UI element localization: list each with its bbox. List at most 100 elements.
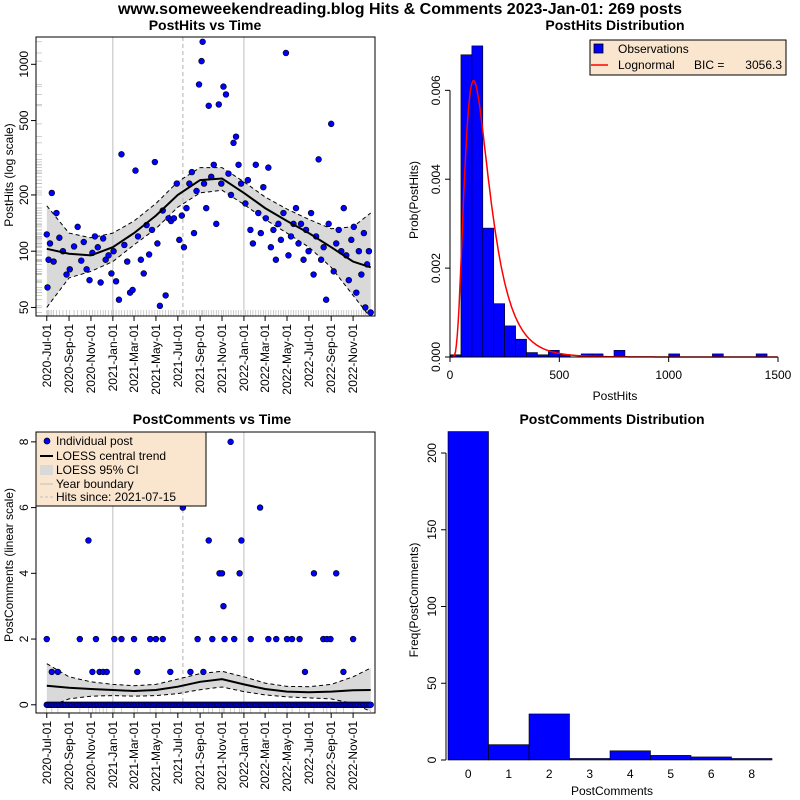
data-point [333, 240, 340, 247]
ci-upper-line [46, 167, 372, 239]
data-point [91, 233, 99, 240]
data-point [310, 570, 318, 577]
data-point [94, 244, 101, 251]
y-tick-label: 4 [17, 570, 31, 577]
x-tick-label: 1000 [655, 368, 682, 382]
ci-band [46, 663, 371, 712]
data-point [265, 164, 272, 171]
x-tick-label: 2022-Sep-01 [324, 721, 338, 791]
x-tick-label: 2022-May-01 [280, 324, 294, 395]
data-point [280, 209, 287, 217]
x-tick-label: 500 [549, 368, 569, 382]
comments-time-ylabel: PostComments (linear scale) [2, 488, 16, 642]
data-point [199, 38, 206, 45]
comments-dist-title: PostComments Distribution [519, 411, 704, 427]
y-tick-label: 0 [425, 756, 439, 763]
data-point [134, 233, 142, 240]
data-point [301, 668, 309, 676]
data-point [242, 200, 249, 207]
x-axis: 2020-Jul-01 2020-Sep-01 2020-Nov-01 2021-Ja… [40, 316, 360, 395]
legend-entry-individual: Individual post [56, 434, 133, 448]
x-tick-label: 2021-Mar-01 [127, 324, 141, 393]
frequency-bar [609, 750, 651, 761]
y-tick-label: 500 [17, 110, 31, 130]
x-tick-label: 4 [627, 767, 634, 781]
data-point [83, 266, 90, 273]
hits-distribution-panel: PostHits Distribution Prob(PostHits) Pos… [407, 17, 792, 403]
data-point [262, 215, 270, 222]
y-rug [36, 41, 42, 313]
hits-time-title: PostHits vs Time [149, 17, 262, 33]
data-point [53, 209, 60, 217]
data-point [365, 247, 373, 255]
data-point [272, 256, 280, 263]
data-point [156, 302, 164, 310]
data-point [86, 276, 93, 284]
x-tick-label: 2021-Sep-01 [193, 721, 207, 791]
data-point [218, 570, 226, 577]
data-point [260, 183, 267, 191]
legend-lognormal-label: Lognormal [618, 58, 675, 72]
data-point [232, 133, 240, 140]
frequency-bars [447, 431, 773, 761]
data-point [76, 635, 84, 643]
data-point [305, 247, 312, 255]
histogram-bar [515, 338, 527, 358]
legend-entry-year: Year boundary [56, 477, 134, 491]
data-point [48, 189, 56, 197]
plot-frame [35, 36, 376, 317]
data-point [327, 120, 335, 128]
data-point [358, 271, 365, 278]
data-point [340, 668, 347, 676]
data-point [220, 602, 227, 610]
hits-dist-xlabel: PostHits [593, 389, 638, 403]
data-point [99, 235, 107, 242]
data-point [307, 209, 315, 217]
x-tick-label: 2022-May-01 [280, 721, 294, 792]
data-point [89, 668, 96, 676]
data-point [66, 266, 73, 273]
histogram-bar [482, 227, 495, 358]
x-tick-label: 2021-Nov-01 [215, 721, 229, 791]
data-point [287, 233, 295, 240]
comments-dist-xlabel: PostComments [571, 784, 653, 798]
hits-time-ylabel: PostHits (log scale) [2, 123, 16, 226]
data-point [333, 570, 340, 577]
y-tick-label: 50 [425, 676, 439, 690]
data-point [249, 240, 257, 247]
data-point [292, 204, 300, 212]
x-tick-label: 2022-Jan-01 [237, 324, 251, 392]
x-tick-label: 2021-Jan-01 [106, 324, 120, 392]
x-tick-label: 2 [546, 767, 553, 781]
histogram-bars [449, 45, 768, 358]
hits-dist-title: PostHits Distribution [545, 17, 684, 33]
data-point [78, 257, 85, 264]
data-point [349, 635, 357, 643]
data-point [134, 668, 141, 676]
x-tick-label: 2021-May-01 [149, 721, 163, 792]
y-tick-label: 200 [425, 443, 439, 463]
data-point [80, 238, 87, 246]
data-point [146, 635, 154, 643]
ci-band [46, 167, 371, 316]
data-point [118, 635, 125, 643]
data-point [297, 220, 305, 228]
data-point [255, 209, 262, 217]
data-point [340, 204, 347, 212]
x-tick-label: 2021-Jul-01 [171, 324, 185, 388]
comments-time-legend: Individual post LOESS central trend LOES… [35, 431, 207, 507]
y-tick-label: 1000 [17, 51, 31, 78]
data-point [70, 243, 78, 250]
frequency-bar [488, 744, 530, 761]
legend-box [589, 39, 787, 76]
data-point [200, 180, 208, 187]
data-point [296, 635, 303, 643]
data-point [85, 537, 92, 544]
y-tick-label: 0 [17, 701, 31, 708]
data-point [273, 635, 280, 643]
y-tick-label: 100 [17, 241, 31, 261]
legend-observations-label: Observations [618, 42, 689, 56]
data-point [325, 220, 332, 228]
data-point [247, 635, 254, 643]
